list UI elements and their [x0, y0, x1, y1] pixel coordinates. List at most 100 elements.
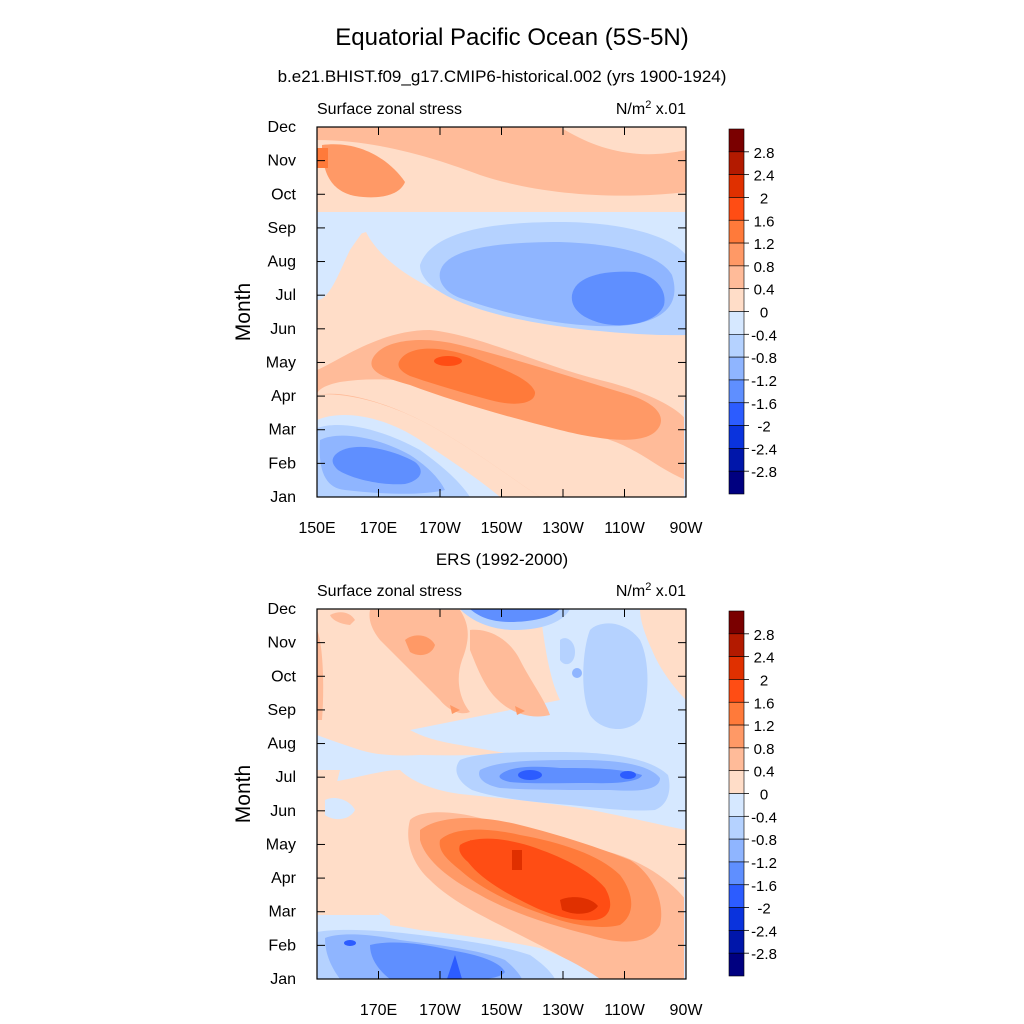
colorbar-label: -1.6	[751, 878, 777, 895]
y-tick-label: Oct	[271, 668, 296, 685]
colorbar-swatch	[728, 930, 745, 954]
x-tick-label: 170W	[419, 520, 462, 537]
colorbar-label: 1.6	[754, 213, 775, 230]
y-tick-label: Apr	[271, 388, 297, 405]
y-axis-title: Month	[232, 765, 255, 823]
colorbar-label: 2.8	[754, 145, 775, 162]
colorbar-label: -0.8	[751, 350, 777, 367]
colorbar-swatch	[728, 425, 745, 449]
colorbar-label: 2	[760, 672, 768, 689]
y-axis-title: Month	[232, 283, 255, 341]
colorbar-label: -0.8	[751, 832, 777, 849]
colorbar-swatch	[728, 610, 745, 635]
y-tick-label: Dec	[268, 119, 296, 136]
colorbar-label: 0.4	[754, 282, 775, 299]
y-tick-label: Jul	[276, 769, 296, 786]
colorbar-swatch	[728, 907, 745, 931]
y-tick-label: May	[266, 354, 296, 371]
y-tick-label: Oct	[271, 186, 296, 203]
colorbar-swatch	[728, 747, 745, 771]
colorbar-label: -1.2	[751, 855, 777, 872]
y-tick-label: Sep	[268, 220, 297, 237]
colorbar-swatch	[728, 656, 745, 680]
y-tick-label: Mar	[268, 422, 296, 439]
colorbar-swatch	[728, 884, 745, 908]
colorbar-swatch	[728, 265, 745, 289]
colorbar-label: -2.8	[751, 464, 777, 481]
x-tick-label: 170E	[360, 1002, 397, 1019]
colorbar-swatch	[728, 334, 745, 358]
x-axis: 170E 170W 150W 130W 110W 90W	[316, 609, 704, 1019]
colorbar-swatch	[728, 793, 745, 817]
y-axis: Jan Feb Mar Apr May Jun Jul Aug Sep Oct Nov Dec	[266, 119, 686, 506]
y-tick-label: May	[266, 836, 296, 853]
x-tick-label: 90W	[670, 1002, 704, 1019]
colorbar-swatch	[728, 861, 745, 886]
colorbar-swatch	[728, 379, 745, 404]
x-tick-label: 150W	[481, 520, 524, 537]
panel-subtitle: ERS (1992-2000)	[436, 550, 568, 569]
x-tick-label: 130W	[542, 1002, 585, 1019]
colorbar-swatch	[728, 197, 745, 221]
y-tick-label: Jul	[276, 287, 296, 304]
y-tick-label: Jun	[270, 803, 296, 820]
colorbar-label: -2.4	[751, 441, 777, 458]
colorbar-label: 1.2	[754, 718, 775, 735]
x-tick-label: 110W	[604, 520, 646, 537]
colorbar-swatch	[728, 770, 745, 794]
y-tick-label: Nov	[268, 635, 296, 652]
colorbar-swatch	[728, 242, 745, 267]
units-label: N/m2 x.01	[616, 99, 686, 118]
x-tick-label: 110W	[604, 1002, 646, 1019]
colorbar-swatch	[728, 633, 745, 657]
x-tick-label: 170E	[360, 520, 397, 537]
colorbar-swatch	[728, 470, 745, 495]
colorbar-swatch	[728, 679, 745, 703]
colorbar-label: 0.4	[754, 764, 775, 781]
y-tick-label: Feb	[268, 455, 296, 472]
panel-left-label: Surface zonal stress	[317, 101, 462, 118]
colorbar-swatch	[728, 402, 745, 426]
colorbar-label: -2	[757, 419, 770, 436]
colorbar-label: 1.2	[754, 236, 775, 253]
contour-field	[317, 609, 686, 979]
figure-title: Equatorial Pacific Ocean (5S-5N)	[335, 24, 688, 51]
colorbar-swatch	[728, 701, 745, 726]
y-tick-label: Jan	[270, 971, 296, 988]
colorbar-swatch	[728, 311, 745, 335]
x-tick-label: 150W	[481, 1002, 524, 1019]
y-tick-label: Jun	[270, 321, 296, 338]
colorbar-label: -0.4	[751, 809, 777, 826]
colorbar-swatch	[728, 816, 745, 840]
panel-model: b.e21.BHIST.f09_g17.CMIP6-historical.002…	[232, 67, 777, 537]
colorbar-label: 2.4	[754, 650, 775, 667]
colorbar-label: -2.4	[751, 923, 777, 940]
y-axis: Jan Feb Mar Apr May Jun Jul Aug Sep Oct Nov Dec	[266, 601, 686, 988]
x-tick-label: 170W	[419, 1002, 462, 1019]
colorbar-label: -2	[757, 901, 770, 918]
colorbar-swatch	[728, 724, 745, 749]
colorbar-swatch	[728, 151, 745, 175]
colorbar-label: -1.6	[751, 396, 777, 413]
colorbar-label: 2	[760, 190, 768, 207]
y-tick-label: Dec	[268, 601, 296, 618]
colorbar-swatch	[728, 356, 745, 381]
colorbar-label: 0	[760, 787, 768, 804]
colorbar-label: 0	[760, 305, 768, 322]
colorbar-swatch	[728, 952, 745, 977]
colorbar-swatch	[728, 448, 745, 472]
x-tick-label: 150E	[298, 520, 335, 537]
x-tick-label: 130W	[542, 520, 585, 537]
colorbar-label: 0.8	[754, 259, 775, 276]
panel-observed: ERS (1992-2000) Surface zonal stress N/m…	[232, 550, 777, 1019]
panel-subtitle: b.e21.BHIST.f09_g17.CMIP6-historical.002…	[278, 67, 727, 86]
colorbar-label: -1.2	[751, 373, 777, 390]
colorbar-swatch	[728, 838, 745, 863]
y-tick-label: Apr	[271, 870, 297, 887]
colorbar-swatch	[728, 174, 745, 198]
colorbar-swatch	[728, 128, 745, 153]
colorbar-swatch	[728, 288, 745, 312]
colorbar-label: 2.4	[754, 168, 775, 185]
colorbar-label: -2.8	[751, 946, 777, 963]
